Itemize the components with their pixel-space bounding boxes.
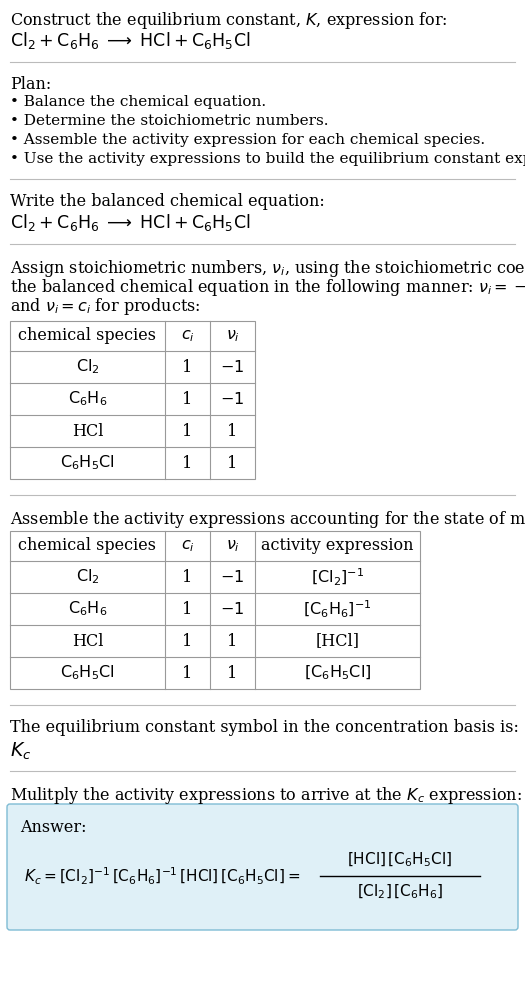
Text: $\mathrm{Cl_2 + C_6H_6 \;\longrightarrow\; HCl + C_6H_5Cl}$: $\mathrm{Cl_2 + C_6H_6 \;\longrightarrow… [10, 30, 250, 51]
Text: $[\mathrm{Cl_2}]^{-1}$: $[\mathrm{Cl_2}]^{-1}$ [311, 566, 364, 587]
Text: $-1$: $-1$ [220, 391, 245, 408]
Text: the balanced chemical equation in the following manner: $\nu_i = -c_i$ for react: the balanced chemical equation in the fo… [10, 277, 525, 298]
Text: Mulitply the activity expressions to arrive at the $K_c$ expression:: Mulitply the activity expressions to arr… [10, 785, 522, 806]
Text: • Determine the stoichiometric numbers.: • Determine the stoichiometric numbers. [10, 114, 329, 128]
Text: 1: 1 [227, 633, 238, 650]
Text: 1: 1 [182, 391, 193, 408]
Text: • Use the activity expressions to build the equilibrium constant expression.: • Use the activity expressions to build … [10, 152, 525, 166]
Text: $\mathrm{Cl_2}$: $\mathrm{Cl_2}$ [76, 567, 99, 586]
Bar [10, 531, 420, 689]
Text: $-1$: $-1$ [220, 358, 245, 376]
Text: $[\mathrm{C_6H_6}]^{-1}$: $[\mathrm{C_6H_6}]^{-1}$ [303, 598, 372, 620]
Text: and $\nu_i = c_i$ for products:: and $\nu_i = c_i$ for products: [10, 296, 201, 317]
Text: 1: 1 [227, 454, 238, 471]
Text: $[\mathrm{HCl}]\,[\mathrm{C_6H_5Cl}]$: $[\mathrm{HCl}]\,[\mathrm{C_6H_5Cl}]$ [348, 851, 453, 869]
Text: $\mathrm{Cl_2 + C_6H_6 \;\longrightarrow\; HCl + C_6H_5Cl}$: $\mathrm{Cl_2 + C_6H_6 \;\longrightarrow… [10, 212, 250, 233]
Text: $-1$: $-1$ [220, 600, 245, 617]
Text: $c_i$: $c_i$ [181, 327, 194, 344]
Text: $c_i$: $c_i$ [181, 538, 194, 555]
Text: 1: 1 [182, 568, 193, 585]
Text: 1: 1 [182, 358, 193, 376]
Text: $K_c = [\mathrm{Cl_2}]^{-1}\,[\mathrm{C_6H_6}]^{-1}\,[\mathrm{HCl}]\,[\mathrm{C_: $K_c = [\mathrm{Cl_2}]^{-1}\,[\mathrm{C_… [24, 865, 300, 887]
Text: $\mathrm{C_6H_5Cl}$: $\mathrm{C_6H_5Cl}$ [60, 453, 115, 472]
Text: chemical species: chemical species [18, 538, 156, 555]
Text: $\nu_i$: $\nu_i$ [226, 538, 239, 555]
Text: $K_c$: $K_c$ [10, 741, 32, 762]
Text: Write the balanced chemical equation:: Write the balanced chemical equation: [10, 193, 325, 210]
Text: $\mathrm{C_6H_6}$: $\mathrm{C_6H_6}$ [68, 599, 107, 618]
Text: HCl: HCl [72, 423, 103, 439]
Text: chemical species: chemical species [18, 327, 156, 344]
Text: $[\mathrm{C_6H_5Cl}]$: $[\mathrm{C_6H_5Cl}]$ [304, 664, 371, 682]
Bar [10, 321, 255, 479]
Text: Plan:: Plan: [10, 76, 51, 93]
Text: HCl: HCl [72, 633, 103, 650]
Text: 1: 1 [182, 665, 193, 682]
Text: 1: 1 [227, 665, 238, 682]
Text: Assemble the activity expressions accounting for the state of matter and $\nu_i$: Assemble the activity expressions accoun… [10, 509, 525, 530]
Text: 1: 1 [182, 454, 193, 471]
Text: • Assemble the activity expression for each chemical species.: • Assemble the activity expression for e… [10, 133, 485, 147]
Text: 1: 1 [182, 633, 193, 650]
Text: $-1$: $-1$ [220, 568, 245, 585]
Text: $[\mathrm{Cl_2}]\,[\mathrm{C_6H_6}]$: $[\mathrm{Cl_2}]\,[\mathrm{C_6H_6}]$ [357, 883, 443, 901]
Text: $\nu_i$: $\nu_i$ [226, 327, 239, 344]
Text: 1: 1 [227, 423, 238, 439]
Text: • Balance the chemical equation.: • Balance the chemical equation. [10, 95, 266, 109]
Text: 1: 1 [182, 423, 193, 439]
Text: 1: 1 [182, 600, 193, 617]
Text: $\mathrm{C_6H_5Cl}$: $\mathrm{C_6H_5Cl}$ [60, 664, 115, 682]
Text: Assign stoichiometric numbers, $\nu_i$, using the stoichiometric coefficients, $: Assign stoichiometric numbers, $\nu_i$, … [10, 258, 525, 279]
Text: The equilibrium constant symbol in the concentration basis is:: The equilibrium constant symbol in the c… [10, 719, 519, 736]
Text: Answer:: Answer: [20, 819, 87, 836]
Text: Construct the equilibrium constant, $K$, expression for:: Construct the equilibrium constant, $K$,… [10, 10, 447, 31]
Text: [HCl]: [HCl] [316, 633, 360, 650]
FancyBboxPatch shape [7, 804, 518, 930]
Text: $\mathrm{C_6H_6}$: $\mathrm{C_6H_6}$ [68, 390, 107, 409]
Text: $\mathrm{Cl_2}$: $\mathrm{Cl_2}$ [76, 358, 99, 376]
Text: activity expression: activity expression [261, 538, 414, 555]
